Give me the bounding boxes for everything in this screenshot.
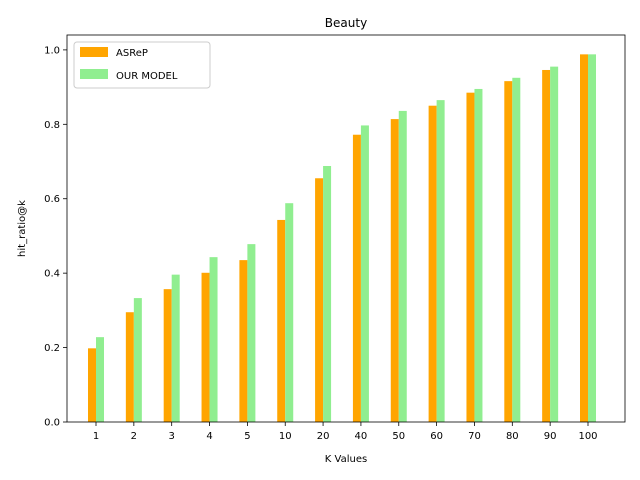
bar-our-model-k100	[588, 54, 596, 422]
plot-frame	[66, 34, 626, 423]
bar-asrep-k40	[352, 134, 361, 422]
y-tick-label: 0.4	[44, 269, 60, 280]
bar-asrep-k90	[542, 69, 551, 422]
legend-swatch-our-model	[80, 69, 108, 79]
bar-our-model-k2	[133, 298, 142, 422]
x-tick-label: 100	[578, 431, 597, 442]
y-tick-label: 1.0	[44, 45, 60, 56]
bar-asrep-k60	[428, 105, 437, 423]
bar-asrep-k50	[390, 119, 399, 422]
x-axis-ticks: 1 2 3 4 5 10 20 40 50 60 70 80 90 100	[93, 422, 598, 442]
x-tick-label: 4	[206, 431, 212, 442]
bar-asrep-k5	[239, 260, 248, 422]
bar-our-model-k5	[247, 244, 256, 422]
bar-our-model-k3	[171, 274, 180, 422]
x-tick-label: 80	[506, 431, 519, 442]
legend-swatch-asrep	[80, 47, 108, 57]
x-tick-label: 40	[355, 431, 368, 442]
bar-asrep-k4	[201, 272, 210, 422]
bar-asrep-k10	[277, 219, 286, 422]
bar-asrep-k70	[466, 92, 475, 422]
bar-asrep-k20	[315, 178, 324, 422]
bar-our-model-k10	[285, 203, 294, 422]
y-tick-label: 0.8	[44, 120, 60, 131]
y-tick-label: 0.2	[44, 343, 60, 354]
bar-our-model-k40	[360, 125, 369, 422]
y-tick-label: 0.0	[44, 418, 60, 429]
x-tick-label: 3	[169, 431, 175, 442]
y-axis-label: hit_ratio@k	[17, 200, 28, 257]
bars-group	[88, 54, 596, 423]
x-tick-label: 10	[279, 431, 292, 442]
bar-our-model-k80	[512, 77, 521, 422]
bar-our-model-k50	[398, 110, 407, 423]
legend-label-asrep: ASReP	[116, 48, 148, 59]
bar-our-model-k4	[209, 257, 218, 422]
bar-our-model-k70	[474, 88, 483, 423]
bar-asrep-k3	[163, 289, 172, 422]
x-tick-label: 1	[93, 431, 99, 442]
bar-asrep-k80	[504, 81, 513, 423]
legend: ASReP OUR MODEL	[73, 41, 211, 89]
y-axis-ticks: 0.0 0.2 0.4 0.6 0.8 1.0	[44, 45, 67, 429]
bar-asrep-k1	[88, 348, 96, 422]
x-tick-label: 2	[131, 431, 137, 442]
bar-our-model-k60	[436, 100, 445, 423]
legend-label-our-model: OUR MODEL	[116, 71, 178, 82]
bar-asrep-k2	[125, 312, 134, 422]
x-tick-label: 50	[392, 431, 405, 442]
x-tick-label: 70	[468, 431, 481, 442]
bar-our-model-k20	[323, 165, 332, 422]
bar-our-model-k90	[550, 66, 559, 422]
x-tick-label: 90	[544, 431, 557, 442]
bar-our-model-k1	[96, 337, 104, 422]
x-axis-label: K Values	[325, 454, 367, 465]
x-tick-label: 60	[430, 431, 443, 442]
chart-title: Beauty	[325, 16, 367, 30]
x-tick-label: 20	[317, 431, 330, 442]
x-tick-label: 5	[244, 431, 250, 442]
bar-asrep-k100	[580, 54, 588, 422]
y-tick-label: 0.6	[44, 194, 60, 205]
